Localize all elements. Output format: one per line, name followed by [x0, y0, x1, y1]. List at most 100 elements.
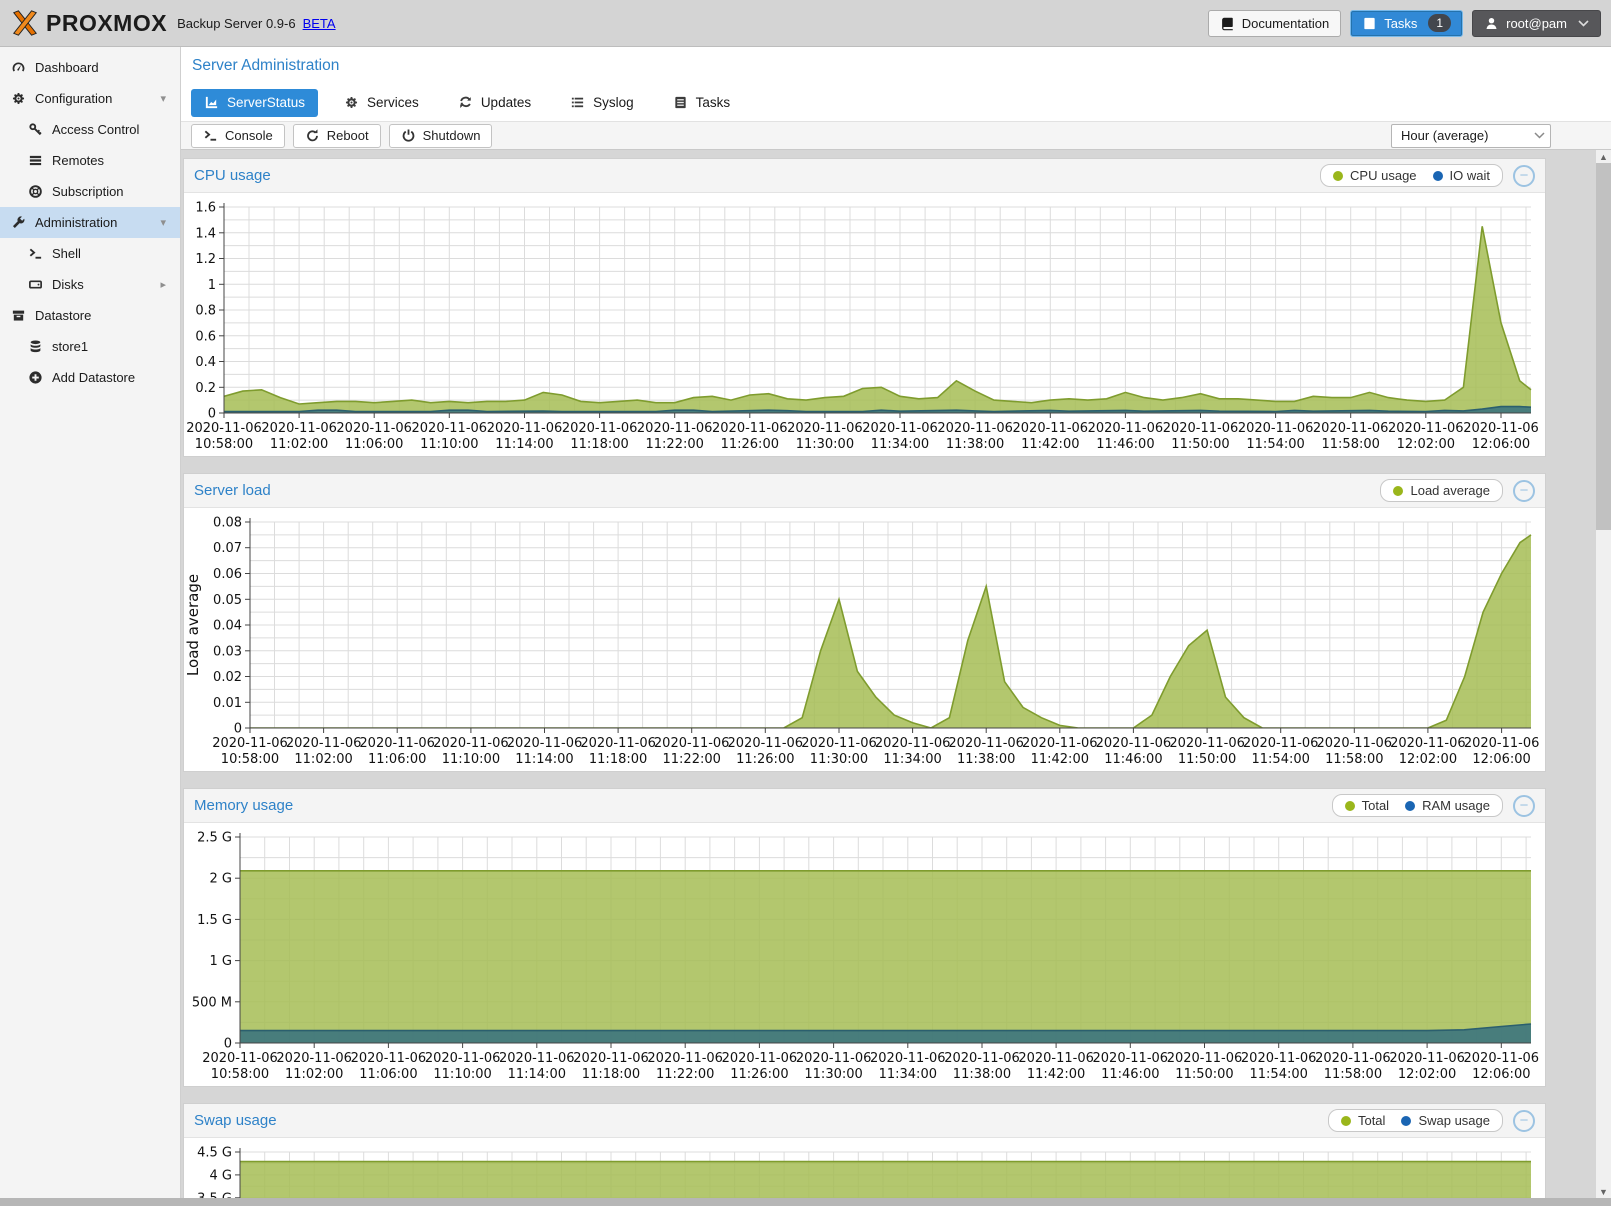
svg-text:11:46:00: 11:46:00 [1104, 752, 1162, 766]
documentation-button[interactable]: Documentation [1207, 9, 1342, 37]
sidebar-item-subscription[interactable]: Subscription [0, 176, 180, 207]
svg-text:2020-11-06: 2020-11-06 [562, 421, 638, 436]
beta-link[interactable]: BETA [302, 15, 336, 31]
cpu-usage-chart: 00.20.40.60.811.21.41.62020-11-0610:58:0… [186, 201, 1539, 453]
svg-text:0.02: 0.02 [213, 670, 242, 685]
svg-text:2020-11-06: 2020-11-06 [1315, 1051, 1391, 1066]
svg-text:2020-11-06: 2020-11-06 [1317, 736, 1393, 751]
collapse-panel-button[interactable]: − [1513, 794, 1535, 817]
legend-label: RAM usage [1422, 798, 1490, 813]
shutdown-button[interactable]: Shutdown [388, 123, 493, 148]
scroll-down-arrow[interactable]: ▼ [1599, 1186, 1608, 1197]
svg-text:0: 0 [224, 1037, 232, 1052]
legend-dot [1340, 1115, 1351, 1126]
legend-item[interactable]: IO wait [1432, 168, 1490, 183]
svg-text:0.8: 0.8 [195, 304, 216, 319]
terminal-icon [203, 128, 218, 143]
legend-item[interactable]: CPU usage [1333, 168, 1417, 183]
svg-text:2020-11-06: 2020-11-06 [722, 1051, 798, 1066]
sidebar-item-label: Shell [52, 246, 81, 261]
svg-text:2020-11-06: 2020-11-06 [186, 421, 262, 436]
sidebar-item-datastore[interactable]: Datastore [0, 300, 180, 331]
sidebar-item-configuration[interactable]: Configuration ▾ [0, 83, 180, 114]
legend-label: Swap usage [1418, 1113, 1490, 1128]
sidebar-item-dashboard[interactable]: Dashboard [0, 52, 180, 83]
memory-usage-legend[interactable]: Total RAM usage [1331, 794, 1503, 817]
vertical-scrollbar[interactable]: ▲ ▼ [1596, 150, 1611, 1198]
svg-text:11:50:00: 11:50:00 [1171, 437, 1229, 451]
collapse-panel-button[interactable]: − [1513, 164, 1535, 187]
sidebar-item-label: Dashboard [35, 60, 99, 75]
svg-text:0.07: 0.07 [213, 541, 242, 556]
scrollbar-thumb[interactable] [1596, 163, 1611, 530]
legend-item[interactable]: Load average [1393, 483, 1490, 498]
user-menu-button[interactable]: root@pam [1472, 9, 1601, 37]
time-range-select[interactable]: Hour (average) [1391, 123, 1551, 148]
panel-title-memory-usage: Memory usage [194, 797, 294, 814]
svg-text:2020-11-06: 2020-11-06 [351, 1051, 427, 1066]
svg-text:11:30:00: 11:30:00 [804, 1067, 862, 1081]
svg-text:0.04: 0.04 [213, 619, 242, 634]
tab-tasks[interactable]: Tasks [660, 89, 744, 117]
tasks-count-badge: 1 [1428, 14, 1452, 32]
tab-serverstatus[interactable]: ServerStatus [191, 88, 319, 117]
svg-text:2 G: 2 G [210, 872, 232, 887]
sidebar-item-access-control[interactable]: Access Control [0, 114, 180, 145]
svg-text:11:54:00: 11:54:00 [1246, 437, 1304, 451]
svg-text:0.03: 0.03 [213, 644, 242, 659]
svg-text:2020-11-06: 2020-11-06 [433, 736, 509, 751]
swap-usage-legend[interactable]: Total Swap usage [1327, 1109, 1503, 1132]
plus-icon [27, 370, 44, 385]
legend-item[interactable]: Swap usage [1401, 1113, 1490, 1128]
svg-text:11:22:00: 11:22:00 [646, 437, 704, 451]
svg-text:2020-11-06: 2020-11-06 [425, 1051, 501, 1066]
legend-item[interactable]: Total [1344, 798, 1389, 813]
title-row: Server Administration [181, 47, 1611, 84]
svg-text:2020-11-06: 2020-11-06 [507, 736, 583, 751]
tab-updates[interactable]: Updates [445, 89, 544, 117]
scroll-up-arrow[interactable]: ▲ [1599, 151, 1608, 162]
collapse-panel-button[interactable]: − [1513, 479, 1535, 502]
time-range-value: Hour (average) [1401, 128, 1489, 143]
legend-item[interactable]: RAM usage [1405, 798, 1490, 813]
shutdown-label: Shutdown [422, 128, 481, 143]
cpu-usage-legend[interactable]: CPU usage IO wait [1320, 164, 1503, 187]
tab-label: Updates [480, 95, 532, 110]
console-label: Console [225, 128, 273, 143]
sidebar-item-store1[interactable]: store1 [0, 331, 180, 362]
sidebar-item-remotes[interactable]: Remotes [0, 145, 180, 176]
svg-text:2020-11-06: 2020-11-06 [1167, 1051, 1243, 1066]
svg-text:2020-11-06: 2020-11-06 [499, 1051, 575, 1066]
svg-text:2020-11-06: 2020-11-06 [1463, 421, 1539, 436]
sidebar-item-label: Datastore [35, 308, 92, 323]
console-button[interactable]: Console [191, 123, 285, 148]
legend-dot [1432, 170, 1443, 181]
collapse-panel-button[interactable]: − [1513, 1109, 1535, 1132]
svg-text:2020-11-06: 2020-11-06 [712, 421, 788, 436]
svg-text:11:18:00: 11:18:00 [589, 752, 647, 766]
legend-item[interactable]: Total [1340, 1113, 1385, 1128]
tab-services[interactable]: Services [331, 89, 432, 117]
svg-text:12:02:00: 12:02:00 [1399, 752, 1457, 766]
sidebar-item-shell[interactable]: Shell [0, 238, 180, 269]
svg-text:2020-11-06: 2020-11-06 [1390, 736, 1466, 751]
box-icon [10, 308, 27, 323]
svg-text:12:06:00: 12:06:00 [1472, 752, 1530, 766]
svg-text:2020-11-06: 2020-11-06 [202, 1051, 278, 1066]
sidebar-item-administration[interactable]: Administration ▾ [0, 207, 180, 238]
sidebar-item-label: Disks [52, 277, 84, 292]
reboot-button[interactable]: Reboot [292, 123, 381, 148]
legend-dot [1401, 1115, 1412, 1126]
tab-label: Tasks [695, 95, 731, 110]
sidebar-item-label: store1 [52, 339, 89, 354]
server-load-legend[interactable]: Load average [1380, 479, 1503, 502]
tasks-button[interactable]: Tasks 1 [1350, 9, 1464, 37]
tab-syslog[interactable]: Syslog [557, 89, 647, 117]
svg-text:2020-11-06: 2020-11-06 [1238, 421, 1314, 436]
sidebar-item-add-datastore[interactable]: Add Datastore [0, 362, 180, 393]
documentation-label: Documentation [1241, 15, 1330, 31]
svg-text:11:26:00: 11:26:00 [736, 752, 794, 766]
svg-text:10:58:00: 10:58:00 [195, 437, 253, 451]
user-label: root@pam [1506, 15, 1567, 31]
sidebar-item-disks[interactable]: Disks ▸ [0, 269, 180, 300]
